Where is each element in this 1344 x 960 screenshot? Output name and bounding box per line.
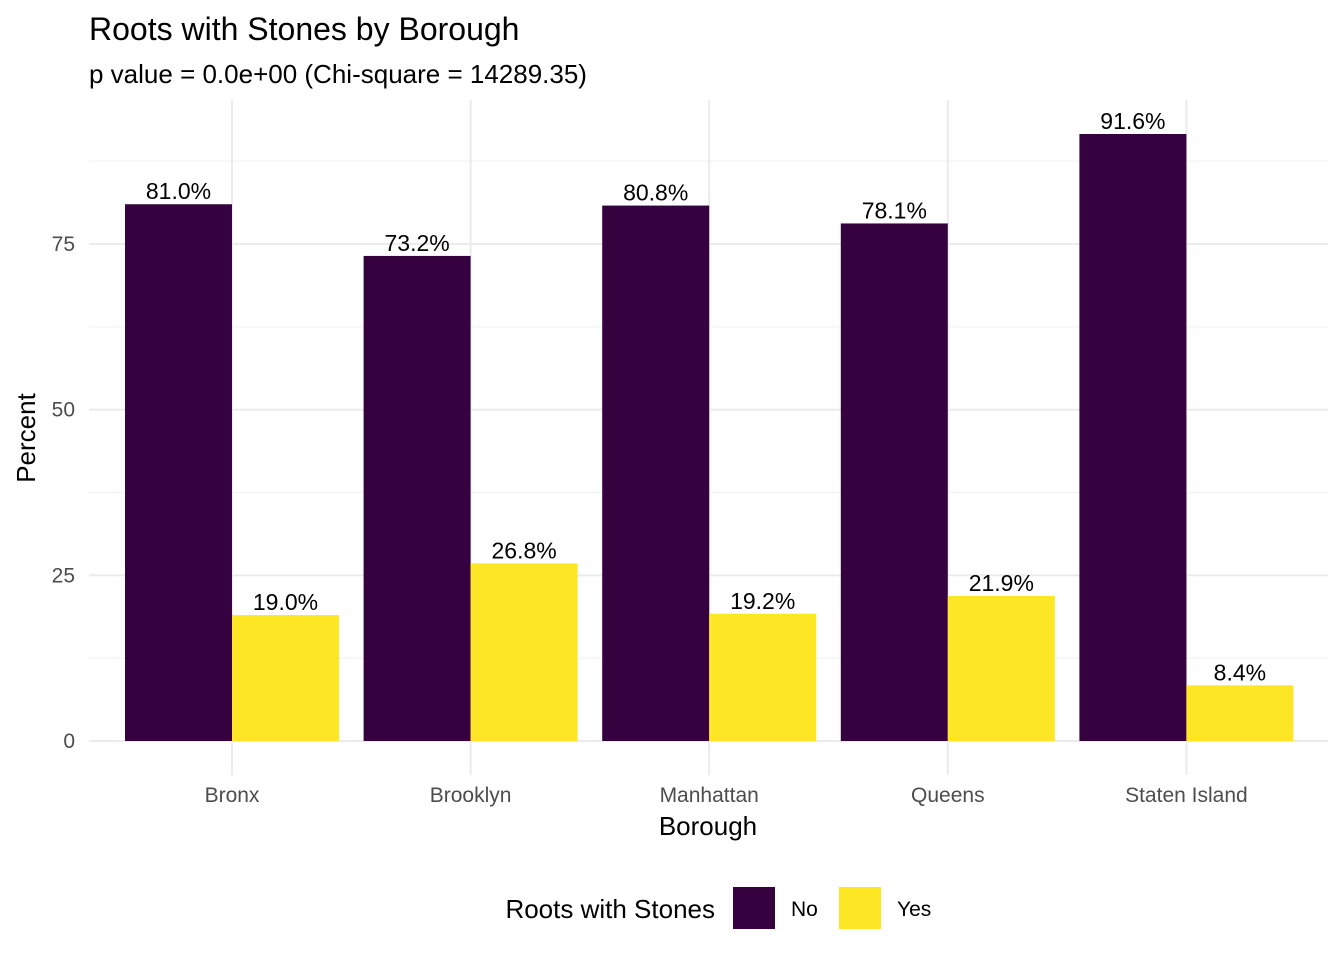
data-labels: 81.0% 73.2% 80.8% 78.1% 91.6% 19.0% 26.8% 19.2%… — [146, 108, 1266, 685]
legend-title: Roots with Stones — [505, 894, 715, 924]
x-tick-label: Staten Island — [1125, 784, 1248, 807]
x-tick-label: Brooklyn — [430, 784, 512, 807]
data-label: 19.0% — [253, 589, 318, 615]
bar-no-brooklyn — [363, 255, 471, 742]
legend-label-no: No — [791, 898, 818, 921]
data-label: 73.2% — [384, 230, 449, 256]
y-axis-title: Percent — [11, 392, 41, 482]
y-tick-label: 50 — [52, 399, 75, 422]
bar-no-queens — [840, 223, 948, 741]
x-axis-title: Borough — [659, 811, 757, 841]
data-label: 21.9% — [969, 570, 1034, 596]
y-tick-label: 25 — [52, 564, 75, 587]
data-label: 8.4% — [1214, 659, 1266, 685]
y-tick-label: 0 — [63, 730, 75, 753]
x-axis-ticks: Bronx Brooklyn Manhattan Queens Staten Islan… — [205, 784, 1248, 807]
bar-no-bronx — [125, 204, 232, 742]
data-label: 19.2% — [730, 588, 795, 614]
bar-no-manhattan — [602, 205, 710, 742]
legend-swatch-no — [733, 887, 775, 929]
bar-yes-queens — [947, 595, 1055, 741]
bar-yes-staten-island — [1186, 685, 1294, 741]
data-label: 81.0% — [146, 178, 211, 204]
x-tick-label: Queens — [911, 784, 985, 807]
bar-no-staten-island — [1079, 133, 1187, 742]
y-axis-ticks: 0 25 50 75 — [52, 233, 75, 753]
bar-yes-bronx — [232, 615, 339, 741]
bars — [125, 133, 1294, 742]
legend-label-yes: Yes — [897, 898, 931, 921]
data-label: 91.6% — [1100, 108, 1165, 134]
data-label: 80.8% — [623, 180, 688, 206]
bar-yes-manhattan — [709, 613, 817, 741]
bar-yes-brooklyn — [470, 563, 578, 741]
legend-swatch-yes — [839, 887, 881, 929]
data-label: 26.8% — [491, 537, 556, 563]
x-tick-label: Manhattan — [660, 784, 759, 807]
x-tick-label: Bronx — [205, 784, 260, 807]
data-label: 78.1% — [862, 197, 927, 223]
y-tick-label: 75 — [52, 233, 75, 256]
chart-title: Roots with Stones by Borough — [89, 11, 519, 47]
chart-subtitle: p value = 0.0e+00 (Chi-square = 14289.35… — [89, 59, 587, 89]
legend: Roots with Stones No Yes — [505, 887, 931, 929]
